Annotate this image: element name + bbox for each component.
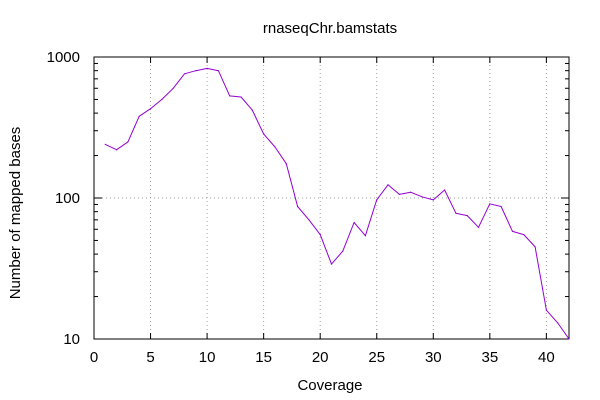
data-point <box>568 338 570 340</box>
data-point <box>161 98 163 100</box>
data-point <box>263 133 265 135</box>
data-point <box>444 189 446 191</box>
data-point <box>489 203 491 205</box>
data-point <box>240 96 242 98</box>
data-point <box>455 212 457 214</box>
data-point <box>534 246 536 248</box>
data-point <box>511 230 514 232</box>
data-point <box>104 143 106 145</box>
x-tick-label: 25 <box>368 349 385 366</box>
data-point <box>172 87 174 89</box>
x-tick-label: 15 <box>255 349 272 366</box>
data-point <box>466 215 468 217</box>
data-point <box>149 108 152 110</box>
data-point <box>183 73 186 75</box>
x-tick-label: 10 <box>199 349 216 366</box>
y-tick-label: 1000 <box>47 49 80 66</box>
x-tick-label: 40 <box>538 349 555 366</box>
data-point <box>274 146 276 148</box>
data-point <box>297 205 299 208</box>
gridlines <box>94 57 569 339</box>
x-tick-label: 20 <box>312 349 329 366</box>
data-point <box>308 219 310 221</box>
data-point <box>477 226 480 228</box>
data-point <box>500 205 502 208</box>
data-point <box>545 309 548 311</box>
series-line <box>105 67 570 340</box>
x-tick-label: 30 <box>425 349 442 366</box>
plot-frame <box>93 56 570 340</box>
data-point <box>557 322 559 324</box>
data-point <box>206 67 208 69</box>
data-point <box>421 196 423 198</box>
data-point <box>319 234 321 236</box>
data-point <box>116 149 118 151</box>
data-point <box>364 235 366 237</box>
data-point <box>217 70 219 72</box>
y-tick-label: 100 <box>55 190 80 207</box>
data-point <box>229 95 231 97</box>
x-tick-label: 0 <box>90 349 98 366</box>
y-axis-label: Number of mapped bases <box>7 127 24 300</box>
axis-ticks <box>93 56 569 340</box>
data-point <box>353 221 355 224</box>
y-tick-label: 10 <box>63 331 80 348</box>
chart-title: rnaseqChr.bamstats <box>263 20 397 37</box>
series-layer <box>104 67 570 340</box>
x-tick-label: 35 <box>481 349 498 366</box>
data-point <box>195 70 197 72</box>
data-point <box>398 193 400 195</box>
data-point <box>251 109 253 111</box>
x-tick-label: 5 <box>146 349 154 366</box>
data-point <box>138 115 140 117</box>
x-axis-label: Coverage <box>297 377 362 394</box>
data-point <box>285 163 287 165</box>
data-point <box>127 141 129 143</box>
data-point <box>342 250 344 252</box>
data-point <box>387 184 389 186</box>
data-point <box>432 199 434 201</box>
data-point <box>410 191 412 193</box>
data-point <box>376 199 378 201</box>
data-point <box>523 234 525 236</box>
data-point <box>330 263 333 265</box>
x-tick-labels: 0 5 10 15 20 25 30 35 40 <box>90 349 555 366</box>
y-tick-labels: 10 100 1000 <box>47 49 80 348</box>
